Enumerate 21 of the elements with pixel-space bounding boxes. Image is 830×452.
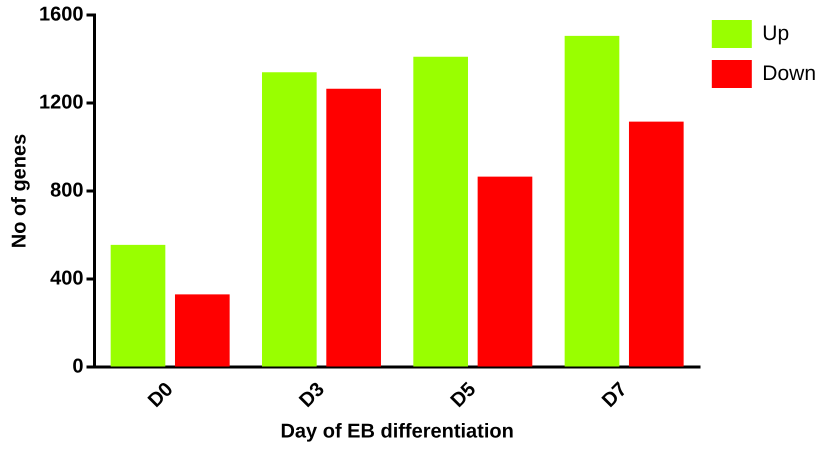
bar [478,176,532,366]
x-tick-label: D3 [295,378,329,412]
legend-label: Down [762,62,816,85]
x-axis-title: Day of EB differentiation [280,420,514,443]
bar [110,244,166,366]
y-axis-title: No of genes [8,134,31,248]
x-tick-label: D5 [446,378,480,412]
legend-label: Up [762,22,790,45]
y-tick-label: 0 [72,355,84,378]
bar [628,122,684,366]
y-tick-label: 400 [50,267,84,290]
x-tick-label: D0 [144,378,178,412]
bar [174,294,230,366]
x-tick-label: D7 [598,378,632,412]
y-tick-label: 1600 [38,4,84,26]
bar [326,88,381,366]
bar [564,36,620,366]
bar [413,56,468,366]
y-tick-label: 800 [50,179,84,202]
bar [262,72,317,366]
y-tick-label: 1200 [38,92,84,114]
